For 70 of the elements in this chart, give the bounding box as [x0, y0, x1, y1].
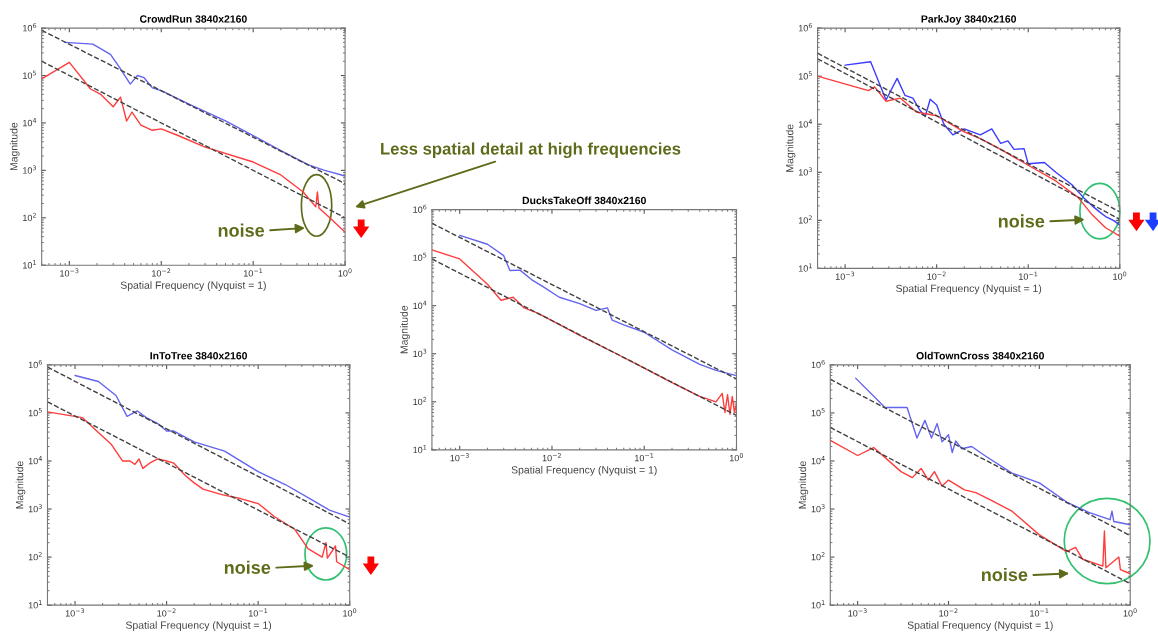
- x-tick-label: 10$^{−1}$: [635, 453, 654, 462]
- y-axis-title: Magnitude: [798, 461, 809, 509]
- x-tick-label: 10$^{0}$: [338, 268, 352, 277]
- x-tick-label: 10$^{−1}$: [243, 268, 263, 277]
- x-tick-label: 10$^{−2}$: [157, 608, 176, 617]
- x-tick-label: 10$^{0}$: [1123, 608, 1137, 617]
- y-tick-label: 10$^{2}$: [798, 215, 812, 224]
- x-tick-label: 10$^{−2}$: [152, 268, 171, 277]
- y-tick-label: 10$^{6}$: [413, 204, 427, 213]
- y-axis-title: Magnitude: [15, 461, 26, 509]
- x-tick-label: 10$^{−2}$: [927, 271, 946, 280]
- y-tick-label: 10$^{1}$: [798, 263, 812, 272]
- y-tick-label: 10$^{6}$: [798, 23, 812, 32]
- x-tick-label: 10$^{−3}$: [450, 453, 469, 462]
- x-tick-label: 10$^{−1}$: [1019, 271, 1038, 280]
- y-tick-label: 10$^{5}$: [23, 70, 36, 79]
- annotation: noise: [224, 560, 271, 574]
- annotation: noise: [998, 214, 1045, 228]
- y-tick-label: 10$^{1}$: [413, 445, 427, 454]
- x-tick-label: 10$^{−3}$: [835, 271, 855, 280]
- y-tick-label: 10$^{5}$: [28, 408, 42, 417]
- x-tick-label: 10$^{−3}$: [65, 608, 85, 617]
- x-axis-title: Spatial Frequency (Nyquist = 1): [896, 284, 1042, 295]
- y-tick-label: 10$^{4}$: [811, 456, 825, 465]
- y-tick-label: 10$^{2}$: [28, 552, 42, 561]
- x-axis-title: Spatial Frequency (Nyquist = 1): [907, 621, 1053, 631]
- y-tick-label: 10$^{3}$: [811, 504, 825, 513]
- x-tick-label: 10$^{−1}$: [1030, 608, 1049, 617]
- y-tick-label: 10$^{5}$: [413, 252, 427, 261]
- y-axis-title: Magnitude: [785, 124, 796, 172]
- chart-title: CrowdRun 3840x2160: [139, 15, 247, 23]
- y-tick-label: 10$^{3}$: [28, 504, 42, 513]
- x-tick-label: 10$^{−3}$: [848, 608, 867, 617]
- chart-title: DucksTakeOff 3840x2160: [522, 196, 646, 205]
- y-tick-label: 10$^{4}$: [798, 119, 813, 128]
- y-tick-label: 10$^{2}$: [413, 396, 427, 406]
- y-axis-title: Magnitude: [400, 305, 410, 354]
- x-tick-label: 10$^{−2}$: [542, 453, 561, 462]
- x-tick-label: 10$^{−3}$: [60, 268, 79, 277]
- y-axis-title: Magnitude: [9, 122, 20, 171]
- y-tick-label: 10$^{6}$: [28, 359, 42, 369]
- x-axis-title: Spatial Frequency (Nyquist = 1): [511, 465, 657, 476]
- y-tick-label: 10$^{3}$: [23, 165, 37, 174]
- y-tick-label: 10$^{4}$: [413, 300, 427, 309]
- annotation: noise: [981, 567, 1028, 582]
- chart-title: ParkJoy 3840x2160: [921, 15, 1017, 25]
- y-tick-label: 10$^{6}$: [23, 23, 37, 32]
- y-tick-label: 10$^{2}$: [811, 552, 825, 561]
- chart-title: OldTownCross 3840x2160: [916, 351, 1044, 360]
- x-tick-label: 10$^{−2}$: [939, 608, 958, 617]
- y-tick-label: 10$^{3}$: [413, 348, 427, 358]
- chart-title: InToTree 3840x2160: [150, 352, 248, 360]
- x-axis-title: Spatial Frequency (Nyquist = 1): [125, 621, 272, 631]
- x-tick-label: 10$^{0}$: [729, 453, 743, 462]
- y-tick-label: 10$^{1}$: [23, 260, 36, 269]
- y-tick-label: 10$^{3}$: [798, 167, 812, 176]
- y-tick-label: 10$^{4}$: [28, 456, 42, 465]
- x-axis-title: Spatial Frequency (Nyquist = 1): [120, 281, 266, 291]
- text: Less spatial detail at high frequencies: [381, 142, 681, 159]
- annotation: noise: [218, 223, 265, 237]
- x-tick-label: 10$^{−1}$: [248, 608, 268, 617]
- y-tick-label: 10$^{4}$: [23, 118, 37, 127]
- y-tick-label: 10$^{1}$: [811, 600, 825, 609]
- y-tick-label: 10$^{6}$: [811, 359, 825, 369]
- y-tick-label: 10$^{5}$: [798, 71, 812, 80]
- y-tick-label: 10$^{1}$: [28, 600, 42, 609]
- x-tick-label: 10$^{0}$: [1113, 271, 1127, 280]
- x-tick-label: 10$^{0}$: [343, 608, 357, 617]
- y-tick-label: 10$^{5}$: [811, 408, 825, 417]
- y-tick-label: 10$^{2}$: [23, 212, 36, 222]
